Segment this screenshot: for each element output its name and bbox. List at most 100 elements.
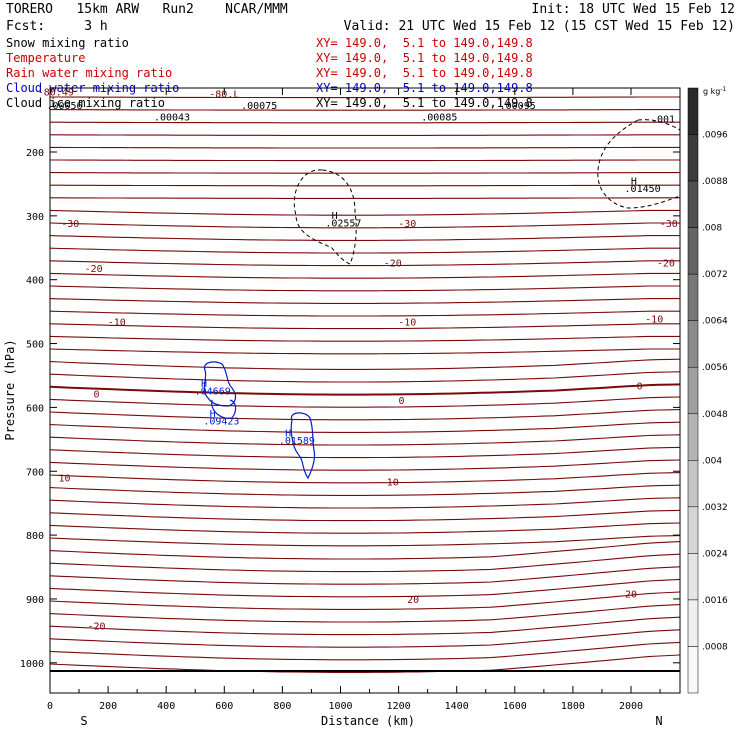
isotherm-line [49, 654, 681, 673]
isotherm-line [49, 604, 681, 623]
x-tick-label: 200 [99, 701, 117, 712]
temperature-contour-label: -20 [657, 259, 675, 270]
cloud-ice-max-value: .00043 [154, 113, 190, 124]
y-tick-label: 800 [26, 531, 44, 542]
isotherm-line [50, 109, 680, 111]
isotherm-line [49, 371, 681, 383]
colorbar-bin [687, 599, 699, 647]
colorbar-label: .0048 [702, 410, 728, 420]
colorbar-label: .0096 [702, 131, 728, 141]
temperature-contour-label: -10 [645, 314, 663, 325]
isotherm-line [49, 509, 681, 522]
isotherm-line [50, 134, 680, 136]
temperature-contour-label: -80.49 [38, 88, 74, 99]
legend-rain-label: Rain water mixing ratio [6, 66, 172, 80]
y-tick-label: 600 [26, 403, 44, 414]
isotherm-line [49, 578, 681, 598]
legend-temperature-range: XY= 149.0, 5.1 to 149.0,149.8 [316, 51, 533, 65]
colorbar-label: .0016 [702, 596, 728, 606]
y-tick-label: 400 [26, 276, 44, 287]
temperature-contour-label: 20 [407, 595, 419, 606]
temperature-contour-label: -30 [660, 219, 678, 230]
isotherm-line [49, 310, 680, 317]
cloud-water-contours [203, 361, 316, 480]
snow-contours [293, 119, 681, 265]
temperature-contour-label: -10 [108, 318, 126, 329]
colorbar-label: .004 [702, 456, 722, 466]
isotherm-line [49, 358, 681, 370]
snow-max-value: .001 [651, 114, 675, 125]
colorbar-label: .0024 [702, 549, 728, 559]
x-tick-label: 1600 [503, 701, 527, 712]
isotherm-line [49, 497, 681, 509]
cloud-water-max-value: .04669 [195, 386, 231, 397]
isotherm-line [49, 409, 681, 421]
header-init-time: Init: 18 UTC Wed 15 Feb 12 [532, 2, 736, 17]
colorbar-bin [687, 320, 699, 368]
temperature-contour-label: -30 [61, 219, 79, 230]
isotherm-line [49, 616, 681, 636]
header-valid-time: Valid: 21 UTC Wed 15 Feb 12 (15 CST Wed … [344, 19, 735, 34]
isotherm-line [49, 459, 681, 471]
header-forecast-hour: Fcst: 3 h [6, 19, 108, 34]
isotherm-line [49, 629, 681, 648]
isotherm-line [49, 260, 680, 267]
colorbar-bin [687, 413, 699, 461]
x-axis: 0 200 400 600 800 1000 1200 1400 1600 1800 2000 [47, 88, 661, 712]
isotherm-line [49, 222, 680, 229]
isotherm-line [49, 421, 681, 433]
isotherm-line [49, 247, 680, 254]
colorbar-bin [687, 553, 699, 601]
temperature-contour-label: -10 [398, 318, 416, 329]
cloud-water-max-marker: H [201, 379, 207, 390]
isotherm-line [49, 209, 680, 216]
isotherm-line [49, 541, 681, 560]
cloud-ice-max-value: .00095 [500, 101, 536, 112]
y-tick-label: 700 [26, 467, 44, 478]
snow-max-marker: H [631, 176, 637, 187]
isotherm-line [49, 272, 680, 279]
colorbar-bin [687, 646, 699, 694]
cloud-water-max-marker: H [210, 409, 216, 420]
isotherm-line [50, 172, 680, 174]
legend-rain-range: XY= 149.0, 5.1 to 149.0,149.8 [316, 66, 533, 80]
isotherm-line [50, 184, 680, 187]
plot-area: -80.49 -80.L-30 -30 -30-20 -20 -20-10 -10 -1000… [20, 87, 681, 712]
cloud-ice-max-value: .00056 [46, 101, 82, 112]
y-tick-label: 900 [26, 595, 44, 606]
cloud-water-max-value: .09423 [203, 416, 239, 427]
isotherm-line [49, 396, 681, 408]
temperature-contour-label: -30 [398, 219, 416, 230]
x-tick-label: 1200 [387, 701, 411, 712]
isotherm-line [49, 235, 680, 241]
colorbar-bin [687, 134, 699, 182]
temperature-contour-label: 0 [93, 390, 99, 401]
legend-snow-range: XY= 149.0, 5.1 to 149.0,149.8 [316, 36, 533, 50]
isotherm-line [49, 298, 680, 304]
isotherm-line [49, 522, 681, 534]
isotherm-line [49, 335, 680, 342]
isotherm-line [50, 159, 680, 162]
x-tick-label: 400 [157, 701, 175, 712]
colorbar-label: .0072 [702, 270, 728, 280]
isotherm-line [49, 472, 681, 484]
snow-max-marker: H [332, 211, 338, 222]
x-tick-label: 2000 [619, 701, 643, 712]
isotherm-line [49, 434, 681, 446]
temperature-contour-label: 10 [58, 473, 70, 484]
colorbar-bin [687, 506, 699, 554]
colorbar-bin [687, 227, 699, 275]
legend-cloud-ice-range: XY= 149.0, 5.1 to 149.0,149.8 [316, 96, 533, 110]
isotherm-line [49, 446, 681, 459]
cloud-water-max-marker: H [285, 429, 291, 440]
isotherm-line [50, 197, 680, 199]
cloud-water-contour [203, 361, 237, 407]
temperature-contour-label: -20 [384, 259, 402, 270]
x-tick-label: 0 [47, 701, 53, 712]
colorbar-bin [687, 273, 699, 321]
snow-contour [597, 119, 681, 209]
colorbar-bin [687, 180, 699, 228]
isotherm-line [50, 121, 680, 124]
